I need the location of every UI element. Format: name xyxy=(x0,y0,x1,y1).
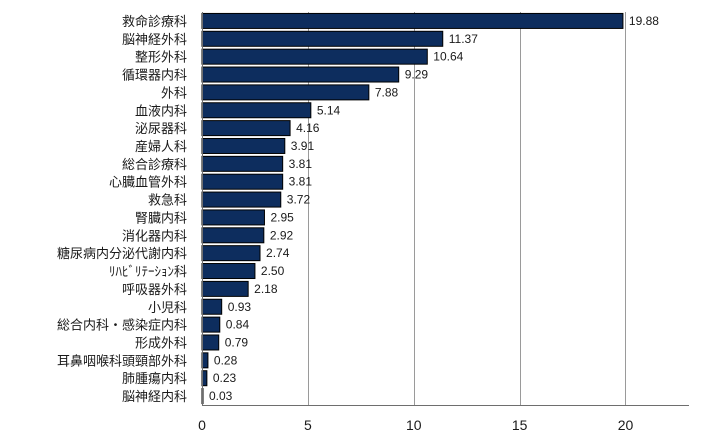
bar-11 xyxy=(201,191,282,208)
bar-19 xyxy=(201,334,220,351)
bar-1 xyxy=(201,12,624,29)
value-label-3: 10.64 xyxy=(433,50,463,64)
bar-16 xyxy=(201,280,249,297)
bar-8 xyxy=(201,137,286,154)
category-label-21: 肺腫瘍内科 xyxy=(122,371,187,387)
category-label-9: 総合診療科 xyxy=(122,157,187,173)
grid-lines xyxy=(308,12,626,405)
category-label-22: 脳神経内科 xyxy=(122,389,187,405)
value-label-19: 0.79 xyxy=(225,335,249,349)
category-label-19: 形成外科 xyxy=(135,336,187,351)
value-label-6: 5.14 xyxy=(317,103,341,117)
bar-2 xyxy=(201,30,444,47)
category-label-15: ﾘﾊﾋﾞﾘﾃｰｼｮﾝ科 xyxy=(109,265,187,280)
x-tick-label-20: 20 xyxy=(618,417,634,433)
value-label-13: 2.92 xyxy=(270,228,294,242)
category-label-2: 脳神経外科 xyxy=(122,33,187,48)
bar-9 xyxy=(201,155,284,172)
bar-12 xyxy=(201,209,265,226)
bar-3 xyxy=(201,48,428,65)
value-label-10: 3.81 xyxy=(289,175,313,189)
value-label-5: 7.88 xyxy=(375,85,399,99)
value-label-8: 3.91 xyxy=(291,139,315,153)
category-label-13: 消化器内科 xyxy=(122,228,187,244)
value-label-22: 0.03 xyxy=(209,389,233,403)
category-label-17: 小児科 xyxy=(148,301,187,316)
bar-18 xyxy=(201,316,221,333)
value-label-17: 0.93 xyxy=(228,300,252,314)
category-label-5: 外科 xyxy=(161,86,187,101)
category-label-3: 整形外科 xyxy=(135,51,187,66)
category-label-12: 腎臓内科 xyxy=(135,210,187,226)
category-label-11: 救急科 xyxy=(148,193,187,209)
x-tick-label-15: 15 xyxy=(512,417,528,433)
value-label-15: 2.50 xyxy=(261,264,285,278)
value-label-21: 0.23 xyxy=(213,371,237,385)
bar-6 xyxy=(201,102,312,119)
value-label-2: 11.37 xyxy=(449,32,478,46)
value-label-20: 0.28 xyxy=(214,353,238,367)
x-tick-label-5: 5 xyxy=(304,417,312,433)
category-label-16: 呼吸器外科 xyxy=(122,283,187,298)
value-label-11: 3.72 xyxy=(287,193,311,207)
bar-17 xyxy=(201,298,223,315)
category-label-8: 産婦人科 xyxy=(135,139,187,155)
bar-10 xyxy=(201,173,284,190)
value-label-1: 19.88 xyxy=(629,14,659,28)
bar-7 xyxy=(201,120,291,137)
value-label-12: 2.95 xyxy=(270,210,294,224)
bar-15 xyxy=(201,263,256,280)
bars xyxy=(201,12,624,405)
value-label-7: 4.16 xyxy=(296,121,320,135)
labels: 救命診療科 19.88 脳神経外科 11.37 整形外科 10.64 循環器内科 9.29 外科… xyxy=(57,14,659,433)
category-label-10: 心臓血管外科 xyxy=(109,176,187,191)
category-label-20: 耳鼻咽喉科頭頸部外科 xyxy=(57,353,187,369)
category-label-7: 泌尿器科 xyxy=(135,122,187,137)
x-tick-label-10: 10 xyxy=(406,417,422,433)
category-label-6: 血液内科 xyxy=(135,103,187,119)
x-tick-label-0: 0 xyxy=(198,417,206,433)
category-label-1: 救命診療科 xyxy=(122,14,187,30)
axes xyxy=(202,12,689,406)
category-label-18: 総合内科・感染症内科 xyxy=(57,318,187,334)
value-label-9: 3.81 xyxy=(289,157,313,171)
category-label-14: 糖尿病内分泌代謝内科 xyxy=(57,246,187,262)
category-label-4: 循環器内科 xyxy=(122,68,187,84)
bar-14 xyxy=(201,245,261,262)
value-label-16: 2.18 xyxy=(254,282,278,296)
bar-13 xyxy=(201,227,265,244)
value-label-18: 0.84 xyxy=(226,318,250,332)
value-label-4: 9.29 xyxy=(405,68,429,82)
bar-4 xyxy=(201,66,400,83)
value-label-14: 2.74 xyxy=(266,246,290,260)
bar-5 xyxy=(201,84,370,101)
